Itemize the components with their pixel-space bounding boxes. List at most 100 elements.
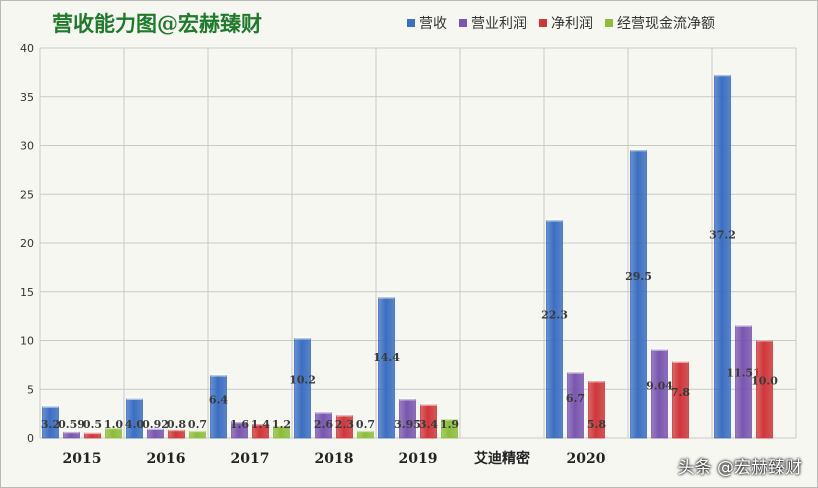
bar-净利润 (252, 422, 269, 439)
x-tick-label: 2019 (399, 451, 438, 467)
bar-cap (168, 428, 185, 432)
bar-cap (588, 379, 605, 383)
y-tick-label: 30 (20, 140, 34, 153)
bar-cap (714, 73, 731, 77)
bar-cap (84, 431, 101, 435)
y-tick-label: 15 (20, 286, 34, 299)
bar-cap (336, 413, 353, 417)
x-tick-label: 艾迪精密 (474, 450, 530, 467)
chart-title: 营收能力图@宏赫臻财 (52, 11, 262, 36)
bar-body (714, 74, 731, 439)
bar-body (546, 220, 563, 439)
legend-swatch (407, 19, 415, 27)
bar-营收 (210, 373, 227, 439)
watermark: 头条 @宏赫臻财 (677, 458, 802, 478)
bar-cap (210, 373, 227, 377)
data-label: 1.9 (440, 418, 459, 431)
data-label: 7.8 (671, 386, 690, 399)
y-tick-label: 35 (20, 91, 34, 104)
bar-body (735, 325, 752, 439)
y-tick-label: 10 (20, 335, 34, 348)
bar-营收 (294, 336, 311, 439)
bar-cap (399, 397, 416, 401)
bar-经营现金流净额 (357, 429, 374, 439)
bar-cap (315, 410, 332, 414)
bar-body (210, 375, 227, 439)
bar-经营现金流净额 (105, 426, 122, 439)
data-label: 1.6 (230, 418, 249, 431)
bar-营收 (378, 295, 395, 439)
bar-营收 (126, 397, 143, 439)
bar-body (168, 429, 185, 439)
bar-body (357, 430, 374, 439)
y-tick-label: 25 (20, 188, 34, 201)
bar-cap (378, 295, 395, 299)
bar-净利润 (84, 431, 101, 439)
bar-cap (630, 148, 647, 152)
bar-净利润 (420, 402, 437, 439)
bar-净利润 (336, 413, 353, 439)
legend: 营收 营业利润 净利润 经营现金流净额 (407, 13, 715, 33)
bar-cap (252, 422, 269, 426)
data-label: 0.8 (167, 418, 186, 431)
bar-营业利润 (735, 323, 752, 439)
legend-item: 营收 (407, 13, 447, 33)
bar-营业利润 (63, 430, 80, 439)
data-label: 0.5 (83, 418, 102, 431)
bar-营业利润 (399, 397, 416, 439)
bar-cap (42, 404, 59, 408)
legend-item: 净利润 (539, 13, 593, 33)
bar-cap (441, 417, 458, 421)
bar-营业利润 (651, 347, 668, 439)
bar-营业利润 (231, 420, 248, 439)
bar-营收 (42, 404, 59, 439)
data-label: 5.8 (587, 418, 606, 431)
bar-cap (189, 429, 206, 433)
bar-body (378, 297, 395, 439)
data-label: 0.7 (356, 418, 375, 431)
data-label: 10.2 (289, 373, 316, 386)
data-label: 1.4 (251, 418, 270, 431)
y-tick-label: 5 (27, 383, 34, 396)
data-label: 29.5 (625, 270, 652, 283)
bar-cap (567, 370, 584, 374)
data-label: 0.7 (188, 418, 207, 431)
bar-cap (63, 430, 80, 434)
data-label: 6.4 (209, 394, 228, 407)
data-label: 10.0 (751, 374, 778, 387)
bar-cap (126, 397, 143, 400)
bar-营业利润 (147, 427, 164, 439)
bar-经营现金流净额 (441, 417, 458, 439)
legend-label: 营收 (419, 16, 447, 32)
bar-cap (672, 359, 689, 363)
x-tick-label: 2015 (63, 451, 102, 467)
bar-cap (231, 420, 248, 424)
legend-item: 营业利润 (459, 13, 527, 33)
bar-cap (294, 336, 311, 340)
bar-cap (105, 426, 122, 430)
data-label: 22.3 (541, 308, 568, 321)
data-label: 2.6 (314, 418, 333, 431)
x-tick-label: 2018 (315, 451, 354, 467)
bar-cap (651, 347, 668, 351)
y-tick-label: 40 (20, 42, 34, 55)
bar-营收 (630, 148, 647, 439)
bar-经营现金流净额 (273, 424, 290, 439)
bar-cap (756, 338, 773, 342)
bar-净利润 (672, 359, 689, 439)
legend-swatch (605, 19, 613, 27)
legend-item: 经营现金流净额 (605, 13, 715, 33)
bar-营业利润 (315, 410, 332, 439)
bar-body (294, 338, 311, 439)
bar-净利润 (588, 379, 605, 439)
bar-cap (357, 429, 374, 433)
bar-cap (420, 402, 437, 406)
data-label: 6.7 (566, 392, 585, 405)
data-label: 0.59 (58, 418, 85, 431)
bar-body (651, 349, 668, 439)
bar-净利润 (756, 338, 773, 439)
bar-body (672, 361, 689, 439)
data-label: 2.3 (335, 418, 354, 431)
bar-cap (273, 424, 290, 428)
